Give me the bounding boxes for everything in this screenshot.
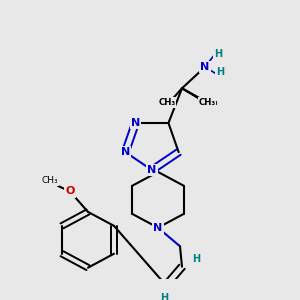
Text: CH₃: CH₃ (158, 98, 176, 107)
Text: N: N (153, 223, 163, 233)
Text: H: H (214, 49, 222, 59)
Text: CH₃: CH₃ (42, 176, 58, 185)
Text: N: N (121, 147, 130, 157)
Text: CH₃: CH₃ (198, 98, 216, 107)
Text: O: O (65, 187, 75, 196)
Text: H: H (160, 293, 168, 300)
Text: CH₃: CH₃ (202, 98, 218, 107)
Text: N: N (200, 62, 210, 72)
Text: N: N (131, 118, 140, 128)
Text: H: H (192, 254, 200, 264)
Text: H: H (216, 68, 224, 77)
Text: N: N (147, 165, 157, 175)
